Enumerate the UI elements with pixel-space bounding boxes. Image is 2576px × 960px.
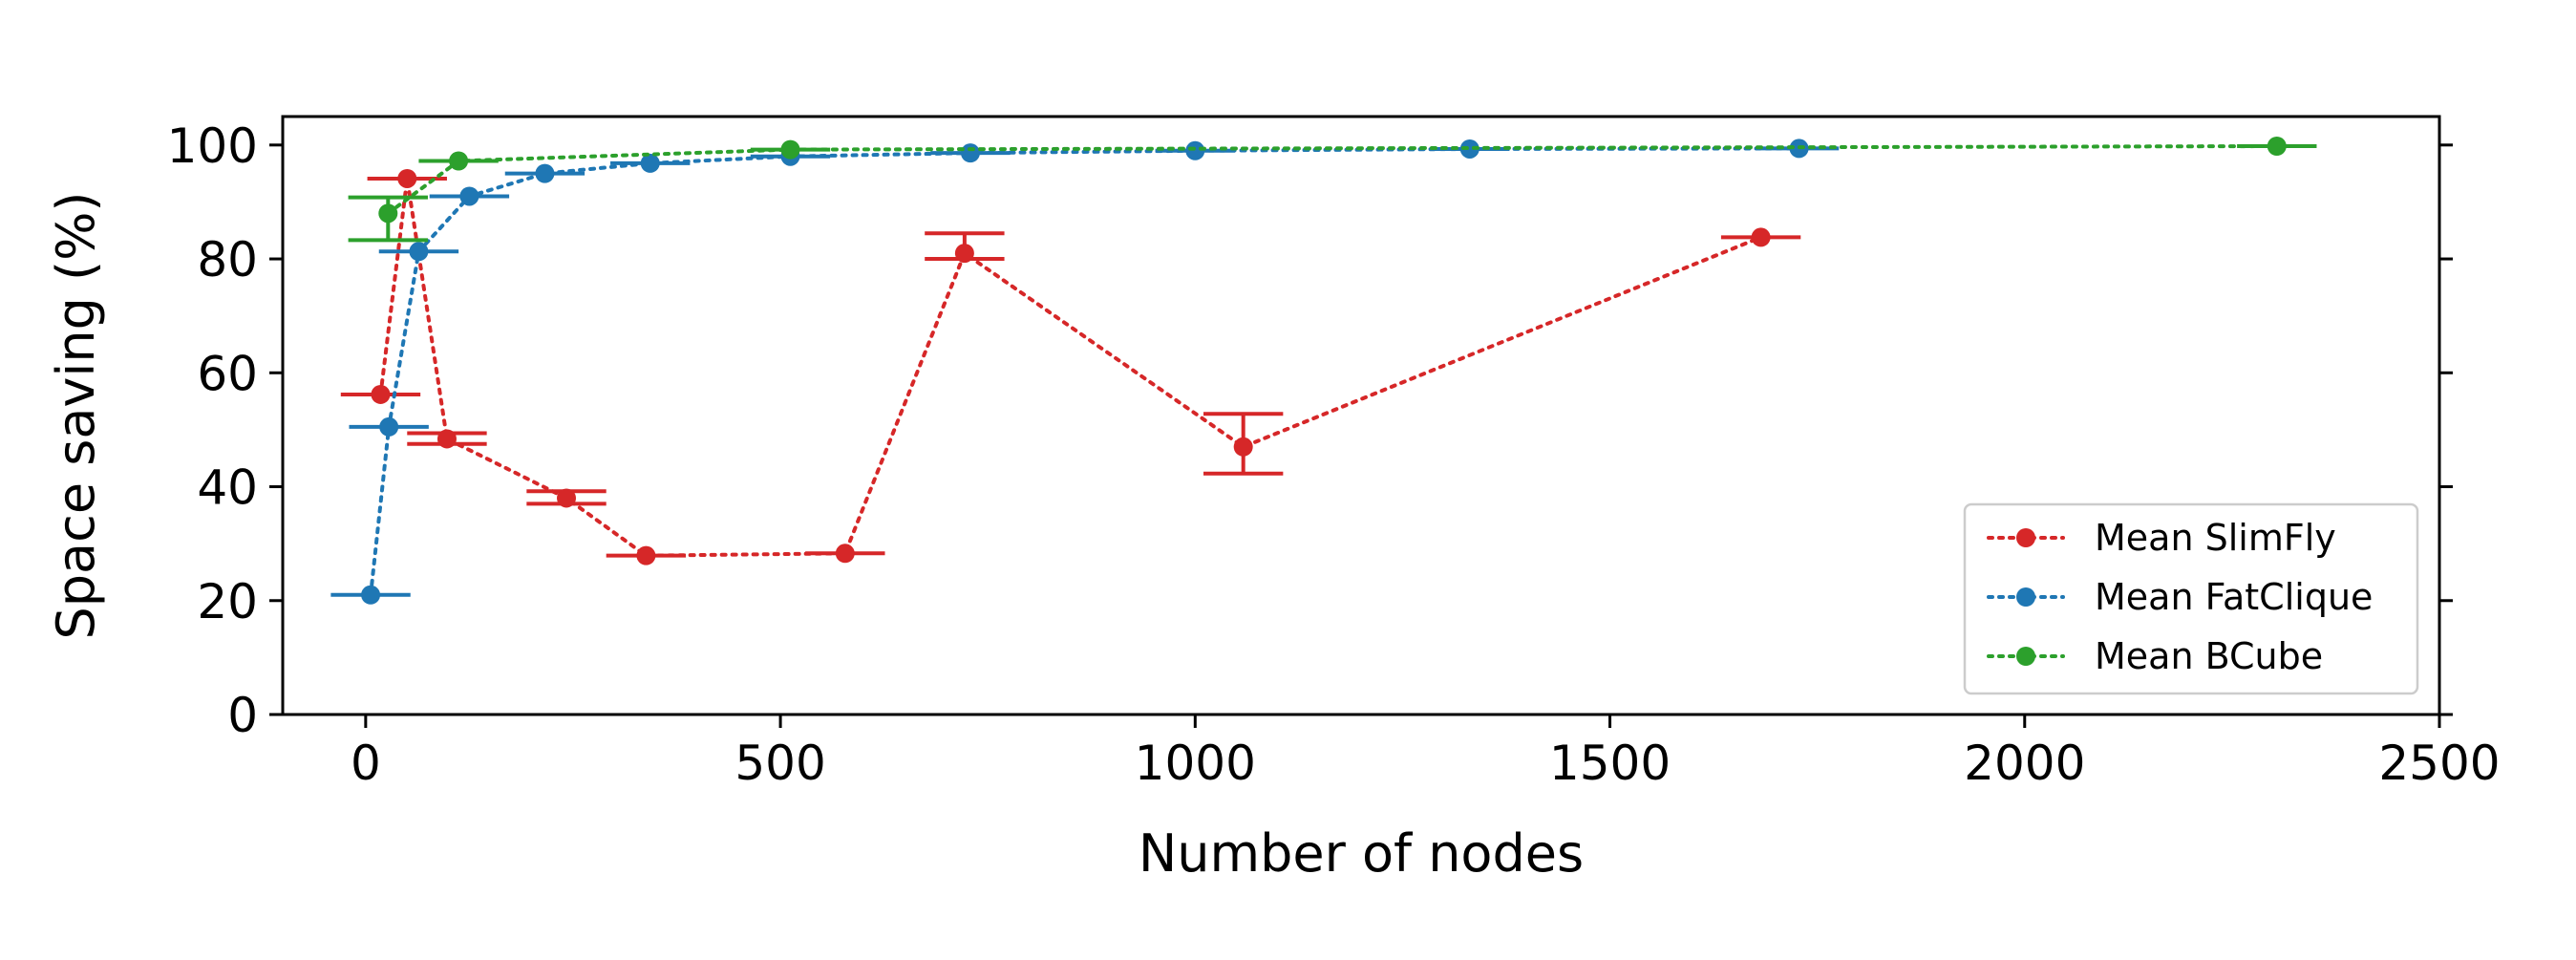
y-tick-label: 40: [197, 460, 258, 516]
legend-label: Mean FatClique: [2095, 576, 2373, 618]
legend-entries: Mean SlimFly Mean FatClique Mean BCube: [1987, 517, 2373, 677]
x-tick-label: 2000: [1964, 736, 2085, 791]
series-2: [348, 137, 2317, 243]
data-point: [780, 139, 800, 160]
y-tick-label: 80: [197, 232, 258, 288]
legend: Mean SlimFly Mean FatClique Mean BCube: [1963, 502, 2419, 695]
data-point: [378, 203, 398, 224]
tick-layer: 0 500 1000 1500 2000 2500 0 20 40 60 80 100: [167, 118, 2501, 791]
y-tick-label: 60: [197, 346, 258, 401]
plot-frame: [281, 115, 2441, 716]
x-tick-label: 2500: [2378, 736, 2500, 791]
data-point: [535, 163, 555, 183]
data-point: [1185, 140, 1205, 160]
legend-marker: [2016, 528, 2035, 547]
x-axis-label: Number of nodes: [1139, 823, 1584, 884]
legend-box: [1963, 502, 2419, 695]
series-0: [340, 168, 1801, 565]
series-line: [386, 144, 2279, 216]
data-point: [371, 384, 391, 404]
legend-label: Mean BCube: [2095, 635, 2323, 677]
data-point: [960, 143, 980, 163]
x-tick-label: 1500: [1549, 736, 1671, 791]
data-point: [1233, 437, 1253, 457]
series-line: [378, 178, 1763, 558]
data-point: [361, 585, 381, 605]
y-tick-label: 20: [197, 574, 258, 629]
data-point: [835, 544, 855, 564]
data-point: [1751, 227, 1771, 247]
data-point: [954, 244, 974, 264]
data-point: [636, 545, 656, 565]
y-tick-label: 0: [227, 688, 258, 743]
data-point: [640, 153, 660, 173]
data-point: [436, 429, 457, 449]
legend-marker: [2016, 647, 2035, 666]
legend-label: Mean SlimFly: [2095, 517, 2336, 559]
x-tick-label: 0: [351, 736, 381, 791]
legend-marker: [2016, 587, 2035, 607]
y-axis-label: Space saving (%): [46, 191, 106, 639]
data-point: [2267, 137, 2287, 157]
data-point: [449, 151, 469, 171]
data-point: [397, 168, 417, 188]
y-tick-label: 100: [167, 118, 258, 174]
data-point: [557, 488, 577, 508]
data-point: [459, 186, 479, 206]
data-point: [379, 416, 399, 437]
data-point: [1459, 139, 1480, 159]
series-layer: [330, 137, 2317, 605]
x-tick-label: 1000: [1135, 736, 1256, 791]
x-tick-label: 500: [734, 736, 825, 791]
data-point: [409, 242, 429, 262]
